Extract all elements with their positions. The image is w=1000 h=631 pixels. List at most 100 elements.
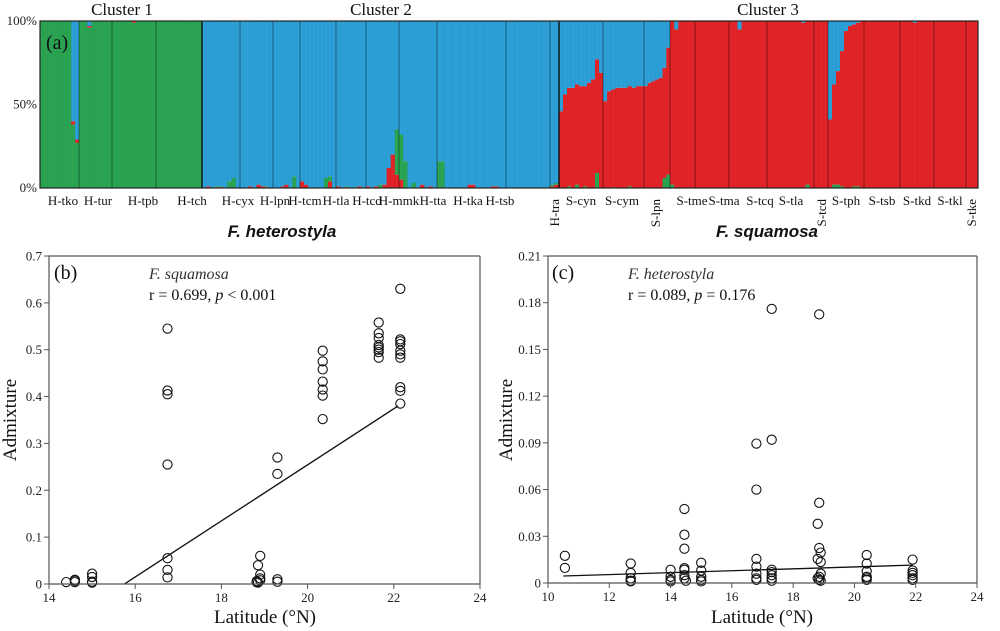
structure-bar-segment xyxy=(662,67,667,178)
structure-bar-segment xyxy=(374,21,379,187)
structure-bar-segment xyxy=(95,21,100,188)
structure-bar-segment xyxy=(210,21,216,188)
structure-bar-segment xyxy=(623,87,628,188)
structure-bar-segment xyxy=(197,21,203,188)
structure-bar-segment xyxy=(809,21,815,188)
structure-bar-segment xyxy=(595,172,600,188)
structure-bar-segment xyxy=(644,21,649,87)
population-label: H-tur xyxy=(84,193,113,208)
structure-bar-segment xyxy=(71,21,76,122)
structure-bar-segment xyxy=(467,21,476,185)
structure-bar-segment xyxy=(424,21,429,188)
structure-bar-segment xyxy=(792,21,798,188)
data-point xyxy=(395,338,406,350)
structure-bar-segment xyxy=(193,21,199,188)
structure-bar-segment xyxy=(912,21,918,23)
data-point xyxy=(679,564,690,575)
data-point xyxy=(272,468,283,480)
structure-bar-segment xyxy=(344,21,350,187)
structure-bar-segment xyxy=(880,21,885,188)
data-point xyxy=(814,497,825,508)
structure-bar-segment xyxy=(256,21,261,185)
structure-bar-segment xyxy=(176,21,182,188)
y-tick-label: 0 xyxy=(36,577,43,592)
data-point xyxy=(255,569,266,580)
structure-bar-segment xyxy=(771,21,776,188)
structure-bar-segment xyxy=(156,21,161,188)
data-point xyxy=(317,376,328,387)
data-point xyxy=(162,323,173,334)
structure-bar-segment xyxy=(695,21,700,188)
x-tick-label: 10 xyxy=(542,589,555,604)
data-point xyxy=(907,554,918,565)
structure-bar-segment xyxy=(264,21,270,187)
structure-bar-segment xyxy=(248,186,253,188)
structure-bar-segment xyxy=(737,29,743,188)
structure-bar-segment xyxy=(607,91,612,188)
population-label: S-tsb xyxy=(869,193,896,208)
structure-bar-segment xyxy=(844,21,849,32)
structure-bar-segment xyxy=(248,21,253,187)
structure-bar-segment xyxy=(378,21,383,185)
structure-bar-segment xyxy=(575,184,580,188)
structure-bar-segment xyxy=(615,21,620,88)
structure-bar-segment xyxy=(316,21,321,188)
structure-bar-segment xyxy=(55,21,60,188)
structure-bar-segment xyxy=(332,21,337,188)
structure-bar-segment xyxy=(670,21,675,185)
structure-bar-segment xyxy=(823,21,829,188)
structure-bar-segment xyxy=(848,26,853,189)
panel-b-scatter: 14 16 18 20 22 24 0 0.1 0.2 0.3 0.4 0.5 0.6 0.7 (b) F… xyxy=(0,249,487,629)
y-tick-label: 0.1 xyxy=(26,530,42,545)
structure-bar-segment xyxy=(244,21,249,188)
structure-bar-segment xyxy=(840,186,845,188)
population-label: H-tsb xyxy=(486,193,515,208)
data-point xyxy=(373,339,384,351)
data-point xyxy=(395,385,406,397)
y-tick-label: 0.21 xyxy=(518,249,541,264)
structure-bar-segment xyxy=(818,21,824,188)
data-point xyxy=(252,560,264,571)
structure-bar-segment xyxy=(908,21,914,188)
data-point xyxy=(559,562,571,574)
structure-bar-segment xyxy=(550,21,555,185)
structure-bar-segment xyxy=(75,142,80,188)
population-label: H-tla xyxy=(323,193,350,208)
structure-bar-segment xyxy=(324,177,329,188)
y-tick-label: 0.6 xyxy=(26,295,43,310)
structure-bar-segment xyxy=(603,101,608,188)
structure-bar-segment xyxy=(707,21,713,188)
structure-bar-segment xyxy=(655,21,660,80)
structure-bar-segment xyxy=(112,21,117,188)
population-label: S-tme xyxy=(676,193,707,208)
structure-bar-segment xyxy=(328,181,333,188)
structure-bar-segment xyxy=(690,21,696,188)
structure-bar-segment xyxy=(218,186,224,188)
panel-a-frame xyxy=(39,20,979,189)
data-point xyxy=(679,570,690,581)
structure-bar-segment xyxy=(872,21,877,188)
data-point xyxy=(317,390,328,401)
data-point xyxy=(696,557,707,568)
data-point xyxy=(766,303,777,315)
structure-bar-segment xyxy=(144,21,149,188)
population-label: H-tko xyxy=(48,193,78,208)
data-point xyxy=(317,413,328,425)
data-point xyxy=(255,575,266,586)
structure-bar-segment xyxy=(328,176,333,182)
structure-bar-segment xyxy=(348,21,354,188)
structure-bars xyxy=(39,21,979,189)
species-label-heterostyla: F. heterostyla xyxy=(228,222,337,241)
structure-bar-segment xyxy=(185,21,190,188)
structure-bar-segment xyxy=(514,21,520,188)
structure-bar-segment xyxy=(214,186,220,188)
y-tick-label: 0.5 xyxy=(26,342,42,357)
data-point xyxy=(395,382,406,393)
structure-bar-segment xyxy=(308,21,313,188)
structure-bar-segment xyxy=(357,21,363,187)
regression-line xyxy=(124,405,399,585)
structure-bar-segment xyxy=(172,21,178,188)
structure-bar-segment xyxy=(378,184,383,188)
